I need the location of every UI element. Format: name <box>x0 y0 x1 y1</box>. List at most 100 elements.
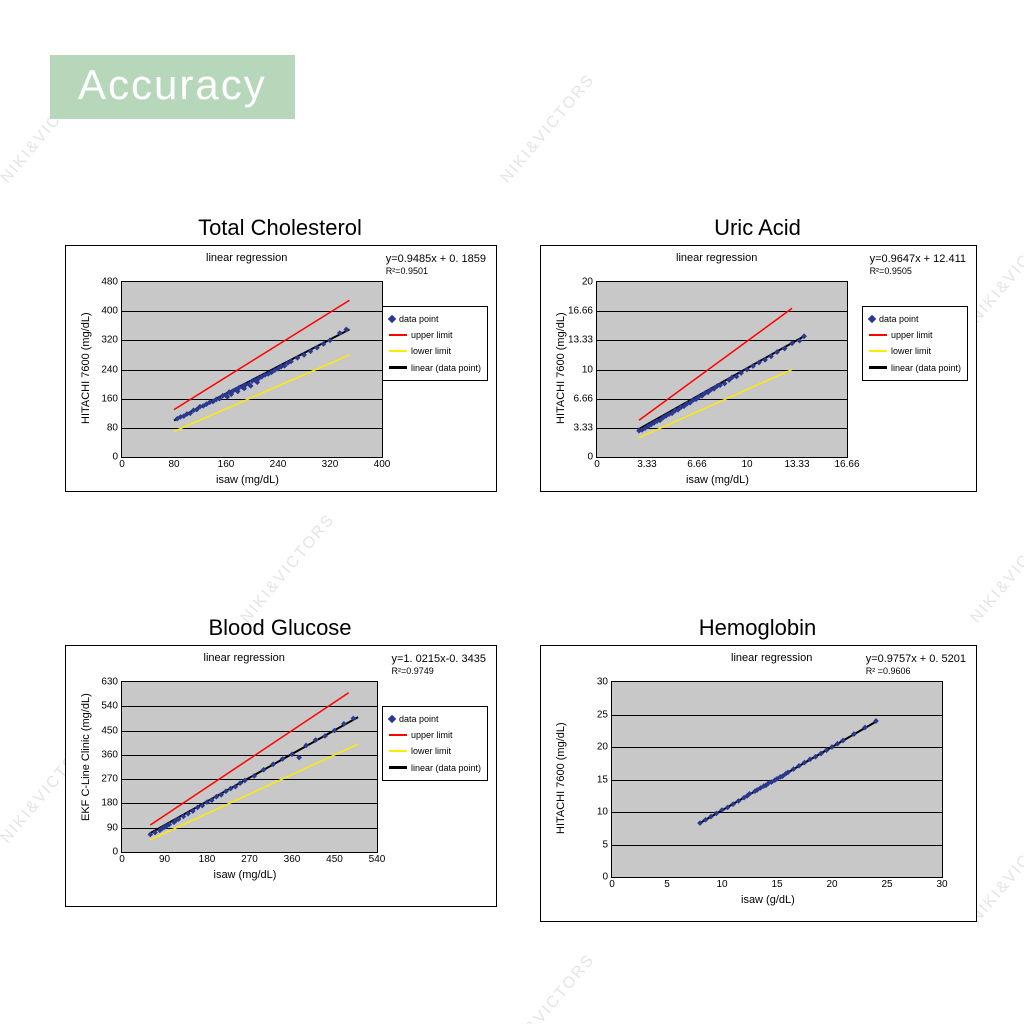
legend-item: data point <box>389 711 481 727</box>
chart-title: Total Cholesterol <box>65 215 495 241</box>
y-axis-label: HITACHI 7600 (mg/dL) <box>80 312 92 424</box>
y-tick: 15 <box>597 774 612 785</box>
chart-glucose: Blood Glucose linear regression y=1. 0215x… <box>65 615 495 907</box>
x-tick: 360 <box>284 852 301 865</box>
chart-title: Uric Acid <box>540 215 975 241</box>
y-tick: 6.66 <box>574 393 597 404</box>
plot-area: 090180270360450540630090180270360450540 <box>121 681 378 853</box>
x-tick: 10 <box>716 877 727 890</box>
x-tick: 450 <box>326 852 343 865</box>
x-tick: 10 <box>741 457 752 470</box>
watermark: NIKI&VICTORS <box>238 511 340 627</box>
chart-title: Blood Glucose <box>65 615 495 641</box>
x-tick: 400 <box>374 457 391 470</box>
legend: data pointupper limitlower limitlinear (… <box>382 706 488 781</box>
y-tick: 320 <box>101 335 122 346</box>
x-axis-label: isaw (mg/dL) <box>214 869 277 881</box>
x-tick: 0 <box>594 457 600 470</box>
x-tick: 180 <box>199 852 216 865</box>
legend-item: lower limit <box>389 743 481 759</box>
chart-uric: Uric Acid linear regression y=0.9647x + 12… <box>540 215 975 492</box>
y-tick: 400 <box>101 306 122 317</box>
banner-label: Accuracy <box>78 61 267 108</box>
x-tick: 90 <box>159 852 170 865</box>
chart-frame: linear regression y=0.9485x + 0. 1859R²=0… <box>65 245 497 492</box>
chart-frame: linear regression y=1. 0215x-0. 3435R²=0.… <box>65 645 497 907</box>
legend-item: lower limit <box>869 343 961 359</box>
legend-item: upper limit <box>389 327 481 343</box>
x-tick: 240 <box>270 457 287 470</box>
x-tick: 30 <box>936 877 947 890</box>
legend: data pointupper limitlower limitlinear (… <box>382 306 488 381</box>
watermark: NIKI&VICTORS <box>498 951 600 1024</box>
x-tick: 5 <box>664 877 670 890</box>
chart-frame: linear regression y=0.9647x + 12.411R²=0.… <box>540 245 977 492</box>
chart-title: Hemoglobin <box>540 615 975 641</box>
legend-item: linear (data point) <box>389 360 481 376</box>
watermark: NIKI&VICTORS <box>498 71 600 187</box>
x-tick: 0 <box>609 877 615 890</box>
accuracy-banner: Accuracy <box>50 55 295 119</box>
legend-item: upper limit <box>389 727 481 743</box>
regression-equation: y=1. 0215x-0. 3435R²=0.9749 <box>392 652 487 678</box>
x-tick: 15 <box>771 877 782 890</box>
x-tick: 320 <box>322 457 339 470</box>
regression-equation: y=0.9647x + 12.411R²=0.9505 <box>870 252 966 278</box>
x-axis-label: isaw (mg/dL) <box>686 474 749 486</box>
y-tick: 480 <box>101 277 122 288</box>
y-tick: 240 <box>101 364 122 375</box>
y-axis-label: EKF C-Line Clinic (mg/dL) <box>80 693 92 821</box>
x-tick: 16.66 <box>834 457 859 470</box>
x-tick: 270 <box>241 852 258 865</box>
y-tick: 90 <box>107 822 122 833</box>
chart-subtitle: linear regression <box>676 252 757 264</box>
y-tick: 20 <box>582 277 597 288</box>
x-tick: 6.66 <box>687 457 706 470</box>
y-tick: 30 <box>597 677 612 688</box>
y-axis-label: HITACHI 7600 (mg/dL) <box>555 722 567 834</box>
legend: data pointupper limitlower limitlinear (… <box>862 306 968 381</box>
plot-area: 080160240320400480080160240320400 <box>121 281 383 458</box>
y-tick: 5 <box>602 839 612 850</box>
legend-item: lower limit <box>389 343 481 359</box>
plot-area: 051015202530051015202530 <box>611 681 943 878</box>
chart-chol: Total Cholesterol linear regression y=0.94… <box>65 215 495 492</box>
legend-item: linear (data point) <box>389 760 481 776</box>
x-tick: 3.33 <box>637 457 656 470</box>
y-tick: 360 <box>101 749 122 760</box>
x-tick: 0 <box>119 457 125 470</box>
chart-subtitle: linear regression <box>731 652 812 664</box>
y-tick: 25 <box>597 709 612 720</box>
legend-item: data point <box>389 311 481 327</box>
y-tick: 10 <box>582 364 597 375</box>
y-tick: 160 <box>101 393 122 404</box>
x-tick: 0 <box>119 852 125 865</box>
y-axis-label: HITACHI 7600 (mg/dL) <box>555 312 567 424</box>
x-axis-label: isaw (g/dL) <box>741 894 795 906</box>
x-tick: 13.33 <box>785 457 810 470</box>
x-tick: 80 <box>168 457 179 470</box>
chart-frame: linear regression y=0.9757x + 0. 5201R² =… <box>540 645 977 922</box>
chart-hemo: Hemoglobin linear regression y=0.9757x + 0… <box>540 615 975 922</box>
chart-subtitle: linear regression <box>204 652 285 664</box>
chart-subtitle: linear regression <box>206 252 287 264</box>
y-tick: 13.33 <box>568 335 597 346</box>
x-tick: 25 <box>881 877 892 890</box>
regression-equation: y=0.9485x + 0. 1859R²=0.9501 <box>386 252 486 278</box>
regression-equation: y=0.9757x + 0. 5201R² =0.9606 <box>866 652 966 678</box>
y-tick: 270 <box>101 774 122 785</box>
legend-item: upper limit <box>869 327 961 343</box>
x-tick: 20 <box>826 877 837 890</box>
plot-area: 03.336.661013.3316.662003.336.661013.331… <box>596 281 848 458</box>
y-tick: 450 <box>101 725 122 736</box>
y-tick: 80 <box>107 422 122 433</box>
legend-item: linear (data point) <box>869 360 961 376</box>
x-tick: 540 <box>369 852 386 865</box>
legend-item: data point <box>869 311 961 327</box>
x-tick: 160 <box>218 457 235 470</box>
y-tick: 180 <box>101 798 122 809</box>
y-tick: 10 <box>597 807 612 818</box>
y-tick: 630 <box>101 677 122 688</box>
y-tick: 16.66 <box>568 306 597 317</box>
y-tick: 3.33 <box>574 422 597 433</box>
